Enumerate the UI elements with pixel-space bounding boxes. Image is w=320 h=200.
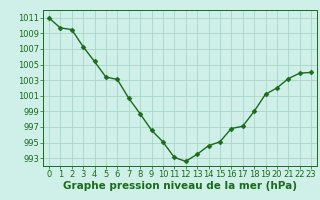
X-axis label: Graphe pression niveau de la mer (hPa): Graphe pression niveau de la mer (hPa): [63, 181, 297, 191]
